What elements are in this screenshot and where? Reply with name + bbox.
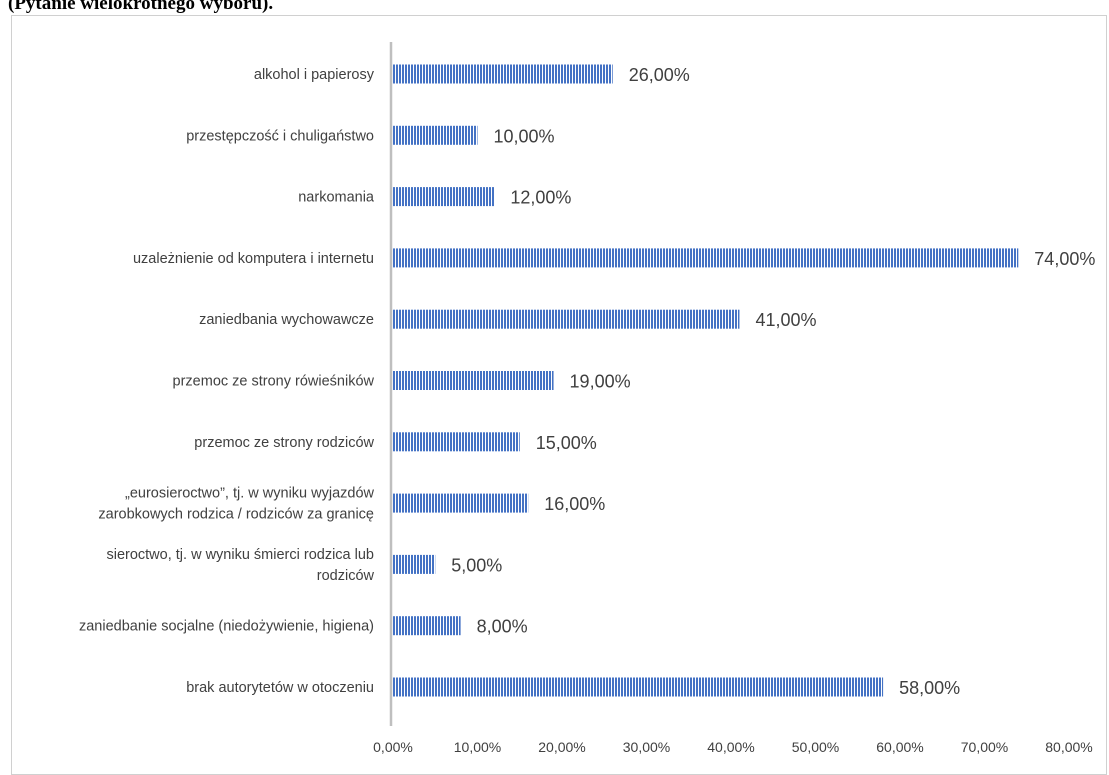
category-label: zaniedbanie socjalne (niedożywienie, hig… — [79, 619, 374, 635]
data-label: 15,00% — [536, 433, 597, 453]
bar — [393, 309, 740, 329]
data-label: 8,00% — [477, 617, 528, 637]
x-tick-label: 40,00% — [707, 739, 754, 755]
bar — [393, 616, 461, 636]
x-tick-label: 10,00% — [454, 739, 501, 755]
category-label-line: narkomania — [298, 190, 375, 206]
data-label: 41,00% — [755, 310, 816, 330]
data-label: 5,00% — [451, 555, 502, 575]
bar — [393, 554, 436, 574]
bar — [393, 677, 884, 697]
category-label: uzależnienie od komputera i internetu — [133, 251, 374, 267]
category-label: „eurosieroctwo”, tj. w wyniku wyjazdów za… — [98, 486, 374, 523]
bar — [393, 432, 520, 452]
x-tick-label: 20,00% — [538, 739, 585, 755]
bars-layer: 26,00% alkohol i papierosy 10,00% przestępc… — [79, 64, 1095, 755]
category-label: narkomania — [298, 190, 375, 206]
category-label-line: zarobkowych rodzica / rodziców za granic… — [98, 507, 374, 523]
category-label-line: przemoc ze strony rodziców — [194, 435, 374, 451]
category-label-line: przemoc ze strony rówieśników — [173, 374, 375, 390]
x-tick-label: 30,00% — [623, 739, 670, 755]
category-label: przemoc ze strony rodziców — [194, 435, 374, 451]
category-label: zaniedbania wychowawcze — [199, 312, 374, 328]
data-label: 74,00% — [1034, 249, 1095, 269]
category-label-line: brak autorytetów w otoczeniu — [186, 680, 374, 696]
category-label-line: zaniedbania wychowawcze — [199, 312, 374, 328]
category-label: przestępczość i chuligaństwo — [186, 128, 374, 144]
data-label: 19,00% — [570, 372, 631, 392]
data-label: 12,00% — [510, 188, 571, 208]
category-label: alkohol i papierosy — [254, 67, 375, 83]
category-label-line: „eurosieroctwo”, tj. w wyniku wyjazdów — [125, 486, 375, 502]
bar — [393, 64, 613, 84]
data-label: 10,00% — [494, 126, 555, 146]
category-label: brak autorytetów w otoczeniu — [186, 680, 374, 696]
bar — [393, 125, 478, 145]
x-tick-label: 60,00% — [876, 739, 923, 755]
page-caption: (Pytanie wielokrotnego wyboru). — [8, 0, 274, 14]
category-label-line: sieroctwo, tj. w wyniku śmierci rodzica … — [106, 547, 374, 563]
data-label: 58,00% — [899, 678, 960, 698]
bar — [393, 371, 554, 390]
bar — [393, 248, 1019, 268]
category-label-line: przestępczość i chuligaństwo — [186, 128, 374, 144]
category-label: sieroctwo, tj. w wyniku śmierci rodzica … — [106, 547, 374, 584]
category-label-line: zaniedbanie socjalne (niedożywienie, hig… — [79, 619, 374, 635]
category-label-line: rodziców — [317, 568, 375, 584]
bar — [393, 493, 529, 513]
bar — [393, 187, 495, 207]
category-label-line: alkohol i papierosy — [254, 67, 375, 83]
x-tick-label: 50,00% — [792, 739, 839, 755]
x-tick-label: 70,00% — [961, 739, 1008, 755]
category-label: przemoc ze strony rówieśników — [173, 374, 375, 390]
category-label-line: uzależnienie od komputera i internetu — [133, 251, 374, 267]
data-label: 26,00% — [629, 65, 690, 85]
x-tick-label: 0,00% — [373, 739, 413, 755]
x-tick-label: 80,00% — [1045, 739, 1092, 755]
data-label: 16,00% — [544, 494, 605, 514]
